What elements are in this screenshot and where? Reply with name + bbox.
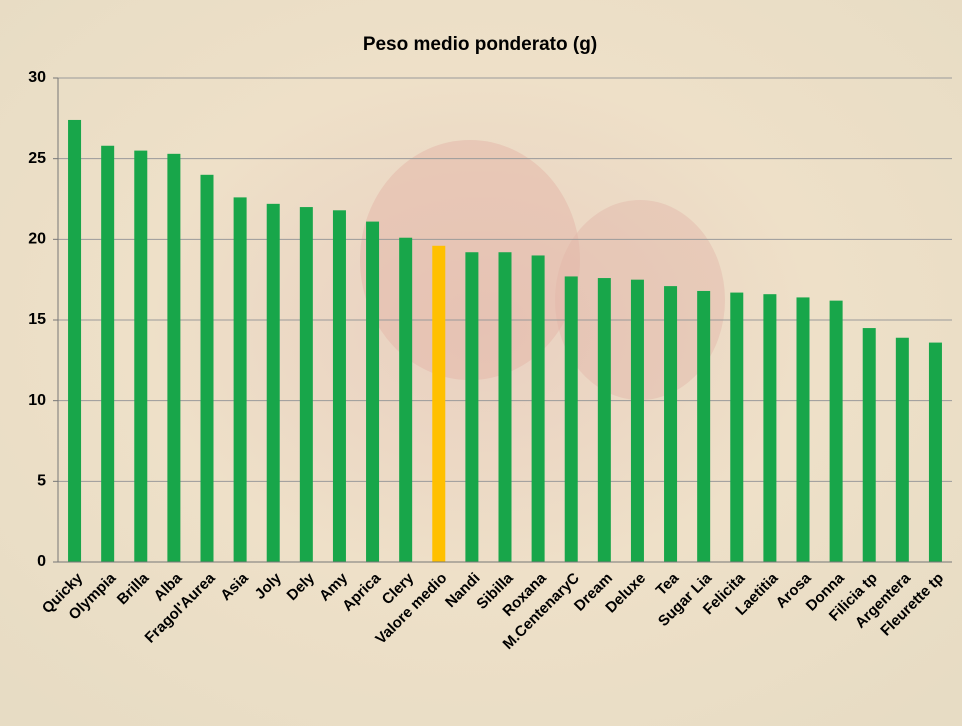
bar (299, 207, 313, 563)
bar (895, 337, 909, 562)
bar (134, 150, 148, 562)
bar (796, 297, 810, 562)
bar (829, 300, 843, 562)
bar (465, 252, 479, 563)
bar (564, 276, 578, 562)
y-tick-label: 15 (28, 311, 46, 328)
y-tick-label: 5 (37, 473, 46, 490)
bar (862, 328, 876, 562)
bar (266, 203, 280, 562)
bar (68, 119, 82, 563)
bar (597, 278, 611, 562)
bar (200, 174, 214, 563)
y-tick-label: 0 (37, 553, 46, 570)
bar (531, 255, 545, 562)
bar (763, 294, 777, 562)
bar (697, 290, 711, 562)
bar (167, 153, 181, 562)
y-tick-label: 25 (28, 150, 46, 167)
bar (928, 342, 942, 562)
bar (730, 292, 744, 562)
bar (498, 252, 512, 563)
bar (432, 245, 446, 562)
y-tick-label: 10 (28, 392, 46, 409)
chart-title: Peso medio ponderato (g) (363, 34, 597, 55)
bar (630, 279, 644, 562)
bar (101, 145, 115, 562)
bar (366, 221, 380, 562)
bar (399, 237, 413, 562)
y-tick-label: 30 (28, 69, 46, 86)
y-tick-label: 20 (28, 231, 46, 248)
bar (332, 210, 346, 562)
bar (233, 197, 247, 563)
bar (664, 286, 678, 562)
